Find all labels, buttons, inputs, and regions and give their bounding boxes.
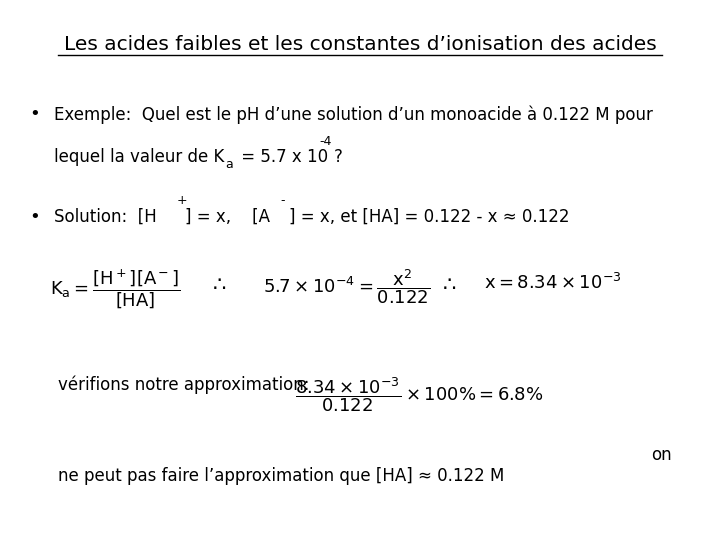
Text: $\mathrm{\dfrac{8.34 \times 10^{-3}}{0.122} \times 100\% = 6.8\%}$: $\mathrm{\dfrac{8.34 \times 10^{-3}}{0.1… xyxy=(295,375,544,414)
Text: $\mathrm{x = 8.34 \times 10^{-3}}$: $\mathrm{x = 8.34 \times 10^{-3}}$ xyxy=(484,273,621,293)
Text: +: + xyxy=(176,194,187,207)
Text: on: on xyxy=(652,446,672,463)
Text: Solution:  [H: Solution: [H xyxy=(54,208,157,226)
Text: ∴: ∴ xyxy=(212,275,225,295)
Text: = 5.7 x 10: = 5.7 x 10 xyxy=(236,148,328,166)
Text: $\mathrm{5.7 \times 10^{-4} = \dfrac{x^2}{0.122}}$: $\mathrm{5.7 \times 10^{-4} = \dfrac{x^2… xyxy=(263,267,430,306)
Text: a: a xyxy=(225,158,233,171)
Text: ne peut pas faire l’approximation que [HA] ≈ 0.122 M: ne peut pas faire l’approximation que [H… xyxy=(58,467,504,485)
Text: lequel la valeur de K: lequel la valeur de K xyxy=(54,148,225,166)
Text: ] = x, et [HA] = 0.122 - x ≈ 0.122: ] = x, et [HA] = 0.122 - x ≈ 0.122 xyxy=(289,208,570,226)
Text: Les acides faibles et les constantes d’ionisation des acides: Les acides faibles et les constantes d’i… xyxy=(63,35,657,54)
Text: Exemple:  Quel est le pH d’une solution d’un monoacide à 0.122 M pour: Exemple: Quel est le pH d’une solution d… xyxy=(54,105,653,124)
Text: •: • xyxy=(29,105,40,123)
Text: vérifions notre approximation:: vérifions notre approximation: xyxy=(58,375,309,394)
Text: -: - xyxy=(281,194,285,207)
Text: •: • xyxy=(29,208,40,226)
Text: ] = x,    [A: ] = x, [A xyxy=(185,208,270,226)
Text: -4: -4 xyxy=(319,135,331,148)
Text: ?: ? xyxy=(334,148,343,166)
Text: $\mathrm{K_a = \dfrac{[H^+][A^-]}{[HA]}}$: $\mathrm{K_a = \dfrac{[H^+][A^-]}{[HA]}}… xyxy=(50,267,181,311)
Text: ∴: ∴ xyxy=(443,275,456,295)
